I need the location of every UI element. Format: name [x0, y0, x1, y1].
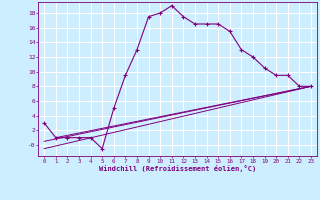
- X-axis label: Windchill (Refroidissement éolien,°C): Windchill (Refroidissement éolien,°C): [99, 165, 256, 172]
